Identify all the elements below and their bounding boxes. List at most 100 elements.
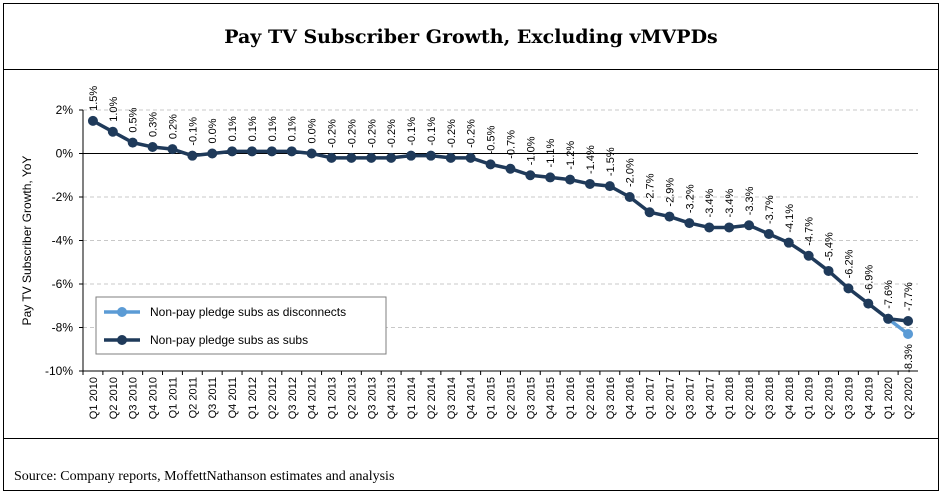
legend-box xyxy=(95,296,387,355)
data-point xyxy=(883,313,894,324)
data-label: -0.2% xyxy=(466,119,478,148)
title-box: Pay TV Subscriber Growth, Excluding vMVP… xyxy=(4,4,938,70)
x-tick-label: Q4 2019 xyxy=(863,377,875,419)
data-label: 0.1% xyxy=(287,116,299,141)
y-tick-label: -10% xyxy=(45,364,73,378)
data-label: -0.7% xyxy=(505,130,517,159)
data-label: -1.5% xyxy=(605,147,617,176)
data-point xyxy=(684,218,695,229)
data-label: 0.0% xyxy=(207,118,219,143)
data-point xyxy=(823,265,834,276)
y-tick-label: -2% xyxy=(52,190,74,204)
data-label: -1.1% xyxy=(545,138,557,167)
data-point xyxy=(843,283,854,294)
data-point xyxy=(584,178,595,189)
data-label: -3.7% xyxy=(764,195,776,224)
data-point xyxy=(604,181,615,192)
data-point xyxy=(485,159,496,170)
source-box: Source: Company reports, MoffettNathanso… xyxy=(4,438,938,492)
x-tick-label: Q3 2013 xyxy=(366,377,378,419)
data-point xyxy=(227,146,238,157)
data-label: -0.5% xyxy=(486,125,498,154)
data-label: 0.3% xyxy=(148,112,160,137)
x-tick-label: Q2 2010 xyxy=(108,377,120,419)
x-tick-label: Q3 2015 xyxy=(525,377,537,419)
x-tick-label: Q1 2020 xyxy=(883,377,895,419)
data-point xyxy=(803,250,814,261)
legend-label: Non-pay pledge subs as subs xyxy=(150,333,308,347)
data-label: -0.2% xyxy=(327,119,339,148)
data-label: -0.1% xyxy=(406,117,418,146)
data-point xyxy=(286,146,297,157)
data-point xyxy=(644,207,655,218)
x-tick-label: Q3 2010 xyxy=(128,377,140,419)
data-point xyxy=(246,146,257,157)
x-tick-label: Q1 2011 xyxy=(167,377,179,418)
data-label: -0.2% xyxy=(446,119,458,148)
data-point xyxy=(386,152,397,163)
x-tick-labels: Q1 2010 Q2 2010 Q3 2010 Q4 2010 Q1 2011 Q2 20… xyxy=(88,377,915,419)
data-point xyxy=(704,222,715,233)
data-label: -6.9% xyxy=(863,265,875,294)
x-tick-label: Q1 2017 xyxy=(645,377,657,419)
x-tick-label: Q1 2018 xyxy=(724,377,736,419)
x-tick-label: Q3 2016 xyxy=(605,377,617,419)
data-point xyxy=(346,152,357,163)
x-tick-label: Q1 2013 xyxy=(327,377,339,419)
data-point xyxy=(147,141,158,152)
x-tick-label: Q3 2011 xyxy=(207,377,219,418)
y-tick-label: 2% xyxy=(56,103,74,117)
data-point xyxy=(465,152,476,163)
x-tick-label: Q1 2010 xyxy=(88,377,100,419)
data-label: -5.4% xyxy=(824,232,836,261)
x-tick-label: Q3 2018 xyxy=(764,377,776,419)
y-axis-label: Pay TV Subscriber Growth, YoY xyxy=(20,156,34,326)
data-label: -6.2% xyxy=(843,249,855,278)
x-tick-label: Q4 2017 xyxy=(704,377,716,419)
data-label: -0.1% xyxy=(187,117,199,146)
chart-title: Pay TV Subscriber Growth, Excluding vMVP… xyxy=(224,26,718,48)
data-label: -2.9% xyxy=(664,178,676,207)
data-label: 0.2% xyxy=(167,114,179,139)
data-point xyxy=(207,148,218,159)
x-tick-label: Q4 2013 xyxy=(386,377,398,419)
x-tick-label: Q4 2014 xyxy=(466,377,478,419)
data-label: -3.4% xyxy=(704,188,716,217)
data-label: -3.3% xyxy=(744,186,756,215)
x-tick-label: Q2 2012 xyxy=(267,377,279,419)
x-tick-label: Q4 2018 xyxy=(784,377,796,419)
x-tick-label: Q4 2012 xyxy=(307,377,319,419)
data-point xyxy=(107,126,118,137)
data-label: -1.2% xyxy=(565,141,577,170)
data-point xyxy=(127,137,138,148)
data-point xyxy=(425,150,436,161)
data-point xyxy=(306,148,317,159)
data-label: -1.4% xyxy=(585,145,597,174)
chart-frame: Pay TV Subscriber Growth, Excluding vMVP… xyxy=(3,3,939,491)
data-point xyxy=(366,152,377,163)
data-label: 0.1% xyxy=(267,116,279,141)
data-label: -0.2% xyxy=(366,119,378,148)
x-tick-label: Q2 2020 xyxy=(903,377,915,419)
data-label: -0.2% xyxy=(346,119,358,148)
x-tick-label: Q2 2013 xyxy=(346,377,358,419)
x-tick-label: Q1 2012 xyxy=(247,377,259,419)
data-label: -4.1% xyxy=(784,204,796,233)
data-label: -0.1% xyxy=(426,117,438,146)
x-tick-label: Q2 2019 xyxy=(824,377,836,419)
data-point xyxy=(783,237,794,248)
data-point xyxy=(565,174,576,185)
x-tick-label: Q3 2012 xyxy=(287,377,299,419)
data-label: -7.7% xyxy=(903,282,915,311)
data-point xyxy=(744,220,755,231)
legend-marker xyxy=(117,307,127,317)
x-tick-label: Q4 2016 xyxy=(625,377,637,419)
data-labels: 1.5% 1.0% 0.5% 0.3% 0.2% -0.1% 0.0% 0.1% 0.1% 0.1… xyxy=(88,86,915,373)
x-tick-label: Q2 2015 xyxy=(505,377,517,419)
data-point xyxy=(724,222,735,233)
data-label: -2.7% xyxy=(645,173,657,202)
data-label: 0.5% xyxy=(128,107,140,132)
data-point xyxy=(266,146,277,157)
series-lines xyxy=(87,115,914,340)
